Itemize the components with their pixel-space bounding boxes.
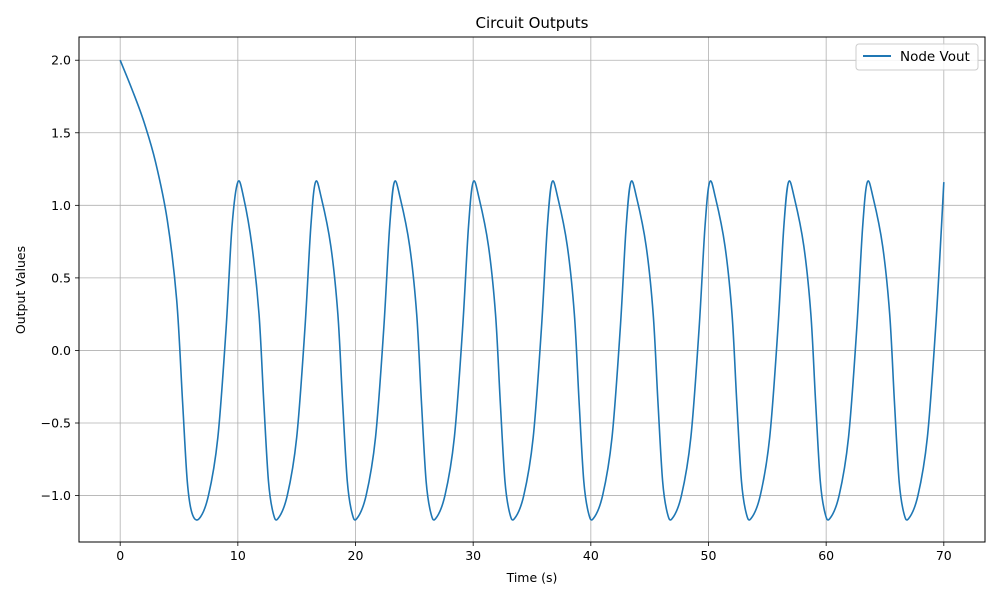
x-axis-label: Time (s) bbox=[506, 570, 558, 585]
x-tick-label: 0 bbox=[116, 548, 124, 563]
x-tick-label: 20 bbox=[348, 548, 364, 563]
y-tick-label: −0.5 bbox=[41, 416, 71, 431]
series-line-0 bbox=[119, 59, 945, 521]
y-tick-label: 2.0 bbox=[51, 53, 71, 68]
y-tick-label: 1.0 bbox=[51, 198, 71, 213]
x-tick-label: 10 bbox=[230, 548, 246, 563]
legend-box bbox=[855, 43, 979, 71]
y-tick-label: −1.0 bbox=[41, 488, 71, 503]
y-axis-label: Output Values bbox=[13, 246, 28, 334]
x-tick-label: 60 bbox=[818, 548, 834, 563]
y-tick-label: 0.5 bbox=[51, 270, 71, 285]
x-tick-label: 40 bbox=[583, 548, 599, 563]
grid bbox=[79, 37, 985, 542]
x-tick-label: 30 bbox=[465, 548, 481, 563]
legend: Node Vout bbox=[855, 43, 979, 71]
chart-title: Circuit Outputs bbox=[476, 14, 589, 32]
series-layer bbox=[119, 59, 945, 521]
y-tick-label: 1.5 bbox=[51, 125, 71, 140]
y-tick-label: 0.0 bbox=[51, 343, 71, 358]
x-tick-label: 50 bbox=[701, 548, 717, 563]
legend-label-node-vout: Node Vout bbox=[900, 49, 970, 65]
plot-area-frame bbox=[78, 36, 986, 543]
axis-ticks: 0 10 20 30 40 50 60 70 −1.0 −0.5 0.0 0.5 1.0 1.5 2.0 bbox=[41, 53, 952, 563]
x-tick-label: 70 bbox=[936, 548, 952, 563]
